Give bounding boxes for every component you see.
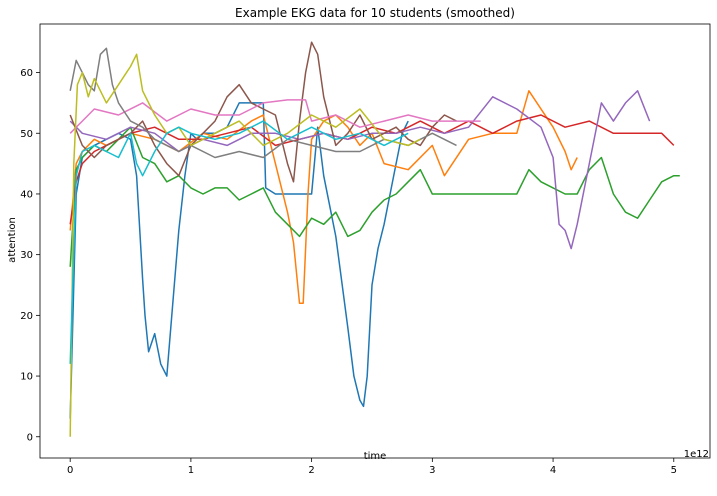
y-tick-label: 40 (20, 189, 33, 200)
x-tick-label: 0 (67, 465, 73, 476)
y-axis-label: attention (7, 217, 18, 263)
plot-area (69, 41, 680, 437)
chart-title: Example EKG data for 10 students (smooth… (235, 6, 515, 20)
x-tick-label: 4 (550, 465, 556, 476)
x-tick-label: 2 (308, 465, 314, 476)
y-tick-label: 0 (27, 432, 33, 443)
y-tick-label: 60 (20, 68, 33, 79)
x-axis-label: time (364, 451, 387, 462)
y-tick-label: 30 (20, 250, 33, 261)
series-line-8 (69, 47, 457, 159)
y-tick-label: 20 (20, 311, 33, 322)
y-tick-label: 10 (20, 372, 33, 383)
x-offset-label: 1e12 (684, 449, 709, 460)
series-line-6 (69, 41, 457, 183)
y-tick-label: 50 (20, 129, 33, 140)
series-line-7 (69, 99, 481, 134)
series-line-1 (69, 102, 409, 419)
series-line-10 (69, 120, 409, 364)
x-tick-label: 5 (671, 465, 677, 476)
x-tick-label: 1 (188, 465, 194, 476)
axes-frame (39, 23, 711, 459)
x-tick-label: 3 (429, 465, 435, 476)
series-line-3 (69, 126, 680, 267)
